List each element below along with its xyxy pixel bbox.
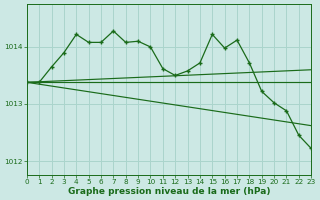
X-axis label: Graphe pression niveau de la mer (hPa): Graphe pression niveau de la mer (hPa) <box>68 187 270 196</box>
